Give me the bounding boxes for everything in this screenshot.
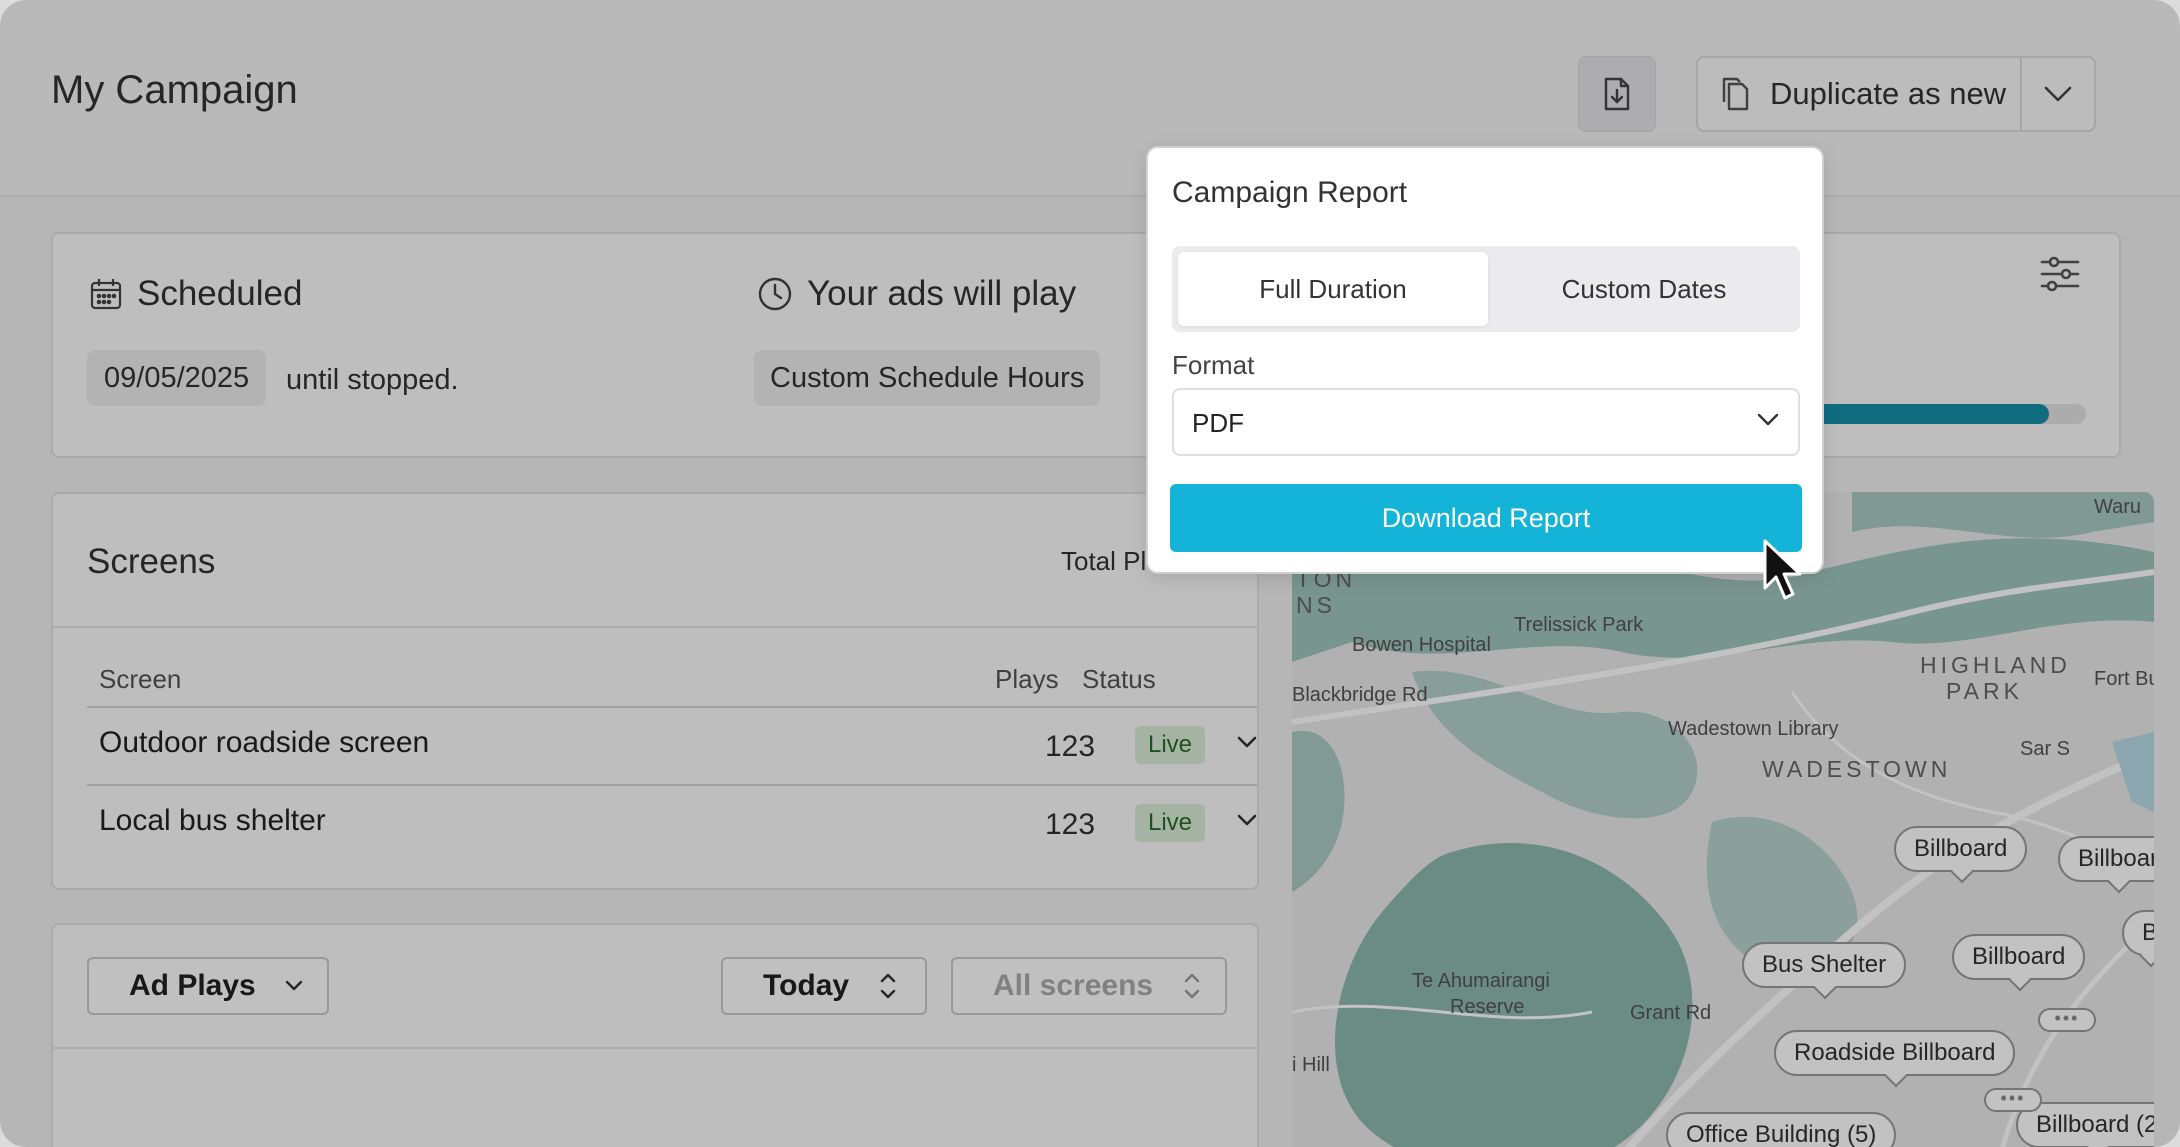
map-label: Blackbridge Rd [1292, 684, 1428, 706]
calendar-icon [90, 279, 122, 310]
status-badge: Live [1135, 804, 1206, 842]
map-pin-billboard[interactable]: Billboard [1894, 826, 2028, 872]
plays-chart-card: Ad Plays Today All screens [51, 923, 1259, 1147]
popover-title: Campaign Report [1172, 176, 1408, 209]
scheduled-heading: Scheduled [89, 274, 302, 314]
map-pin-billboard[interactable]: Billboard [1952, 934, 2086, 980]
map-cluster-more-icon[interactable]: ••• [2038, 1008, 2096, 1032]
divider [53, 1047, 1257, 1049]
screen-name: Outdoor roadside screen [99, 726, 430, 759]
period-select[interactable]: Today [721, 957, 927, 1015]
chevron-down-icon [285, 980, 302, 991]
table-row[interactable]: Local bus shelter 123 Live [87, 784, 1257, 862]
duplicate-label: Duplicate as new [1770, 76, 2007, 111]
chevron-down-icon [1757, 413, 1779, 426]
map-label: Te Ahumairangi [1412, 970, 1550, 992]
ads-play-label: Your ads will play [807, 274, 1077, 313]
screens-filter-value: All screens [993, 969, 1154, 1002]
chevron-updown-icon [880, 973, 896, 999]
schedule-hours-value: Custom Schedule Hours [754, 350, 1101, 406]
start-date: 09/05/2025 [87, 350, 267, 406]
campaign-progress-fill [1800, 404, 2049, 424]
map-label: Grant Rd [1630, 1002, 1712, 1024]
map-label: WADESTOWN [1762, 756, 1952, 782]
format-label: Format [1172, 350, 1255, 380]
campaign-report-popover: Campaign Report Full Duration Custom Dat… [1146, 146, 1824, 574]
until-text: until stopped. [286, 364, 459, 396]
format-select[interactable]: PDF [1172, 388, 1800, 456]
screen-plays: 123 [1045, 808, 1096, 841]
screens-title: Screens [87, 542, 216, 581]
tab-custom-dates[interactable]: Custom Dates [1561, 274, 1727, 304]
copy-icon [1722, 77, 1749, 111]
page-header: My Campaign Duplicate as new [0, 0, 2180, 197]
format-value: PDF [1192, 408, 1244, 438]
chevron-updown-icon [1184, 973, 1200, 999]
table-row[interactable]: Outdoor roadside screen 123 Live [87, 706, 1257, 784]
report-range-toggle: Full Duration Custom Dates [1172, 246, 1800, 332]
map-label: Reserve [1450, 996, 1525, 1018]
map-label: Bowen Hospital [1352, 634, 1491, 656]
page-title: My Campaign [51, 68, 298, 112]
map-pin-office-building[interactable]: Office Building (5) [1666, 1112, 1897, 1147]
duplicate-split-button: Duplicate as new [1696, 56, 2096, 132]
map-label: HIGHLAND [1920, 652, 2071, 678]
map-label: NS [1296, 592, 1336, 618]
screen-name: Local bus shelter [99, 804, 326, 837]
map-pin-roadside-billboard[interactable]: Roadside Billboard [1774, 1030, 2016, 1076]
metric-select[interactable]: Ad Plays [87, 957, 329, 1015]
map-label: Sar S [2020, 738, 2071, 760]
map-label: PARK [1946, 678, 2023, 704]
status-badge: Live [1135, 726, 1206, 764]
mouse-cursor-icon [1763, 539, 1802, 600]
divider [53, 626, 1257, 628]
screens-filter-select[interactable]: All screens [951, 957, 1227, 1015]
metric-value: Ad Plays [129, 969, 256, 1002]
tab-full-duration[interactable]: Full Duration [1178, 252, 1488, 326]
map-label: Waru [2094, 496, 2142, 518]
map-pin-bus-shelter[interactable]: Bus Shelter [1742, 942, 1907, 988]
duplicate-menu-button[interactable] [2022, 58, 2094, 130]
map-label: Trelissick Park [1514, 614, 1644, 636]
filter-settings-icon[interactable] [2040, 254, 2080, 294]
expand-row-icon[interactable] [1235, 812, 1259, 828]
expand-row-icon[interactable] [1235, 734, 1259, 750]
column-header-status: Status [1082, 664, 1156, 694]
column-header-plays: Plays [995, 664, 1059, 694]
screens-card: Screens Total Pl Screen Plays Status Out… [51, 492, 1259, 890]
map-pin-billboard[interactable]: Billboard (2 [2016, 1102, 2154, 1147]
column-header-screen: Screen [99, 664, 182, 694]
map-label: Fort Buc [2094, 668, 2154, 690]
chevron-down-icon [2044, 86, 2072, 102]
map-pin-billboard[interactable]: Billboar [2058, 836, 2154, 882]
scheduled-label: Scheduled [137, 274, 303, 313]
map-label: Wadestown Library [1668, 718, 1839, 740]
duplicate-as-new-button[interactable]: Duplicate as new [1698, 58, 2022, 130]
map-pin-billboard[interactable]: B [2122, 910, 2154, 956]
screen-plays: 123 [1045, 730, 1096, 763]
map-cluster-more-icon[interactable]: ••• [1984, 1088, 2042, 1112]
campaign-progress-bar [1800, 404, 2086, 424]
period-value: Today [763, 969, 850, 1002]
clock-icon [758, 277, 792, 311]
export-report-button[interactable] [1578, 56, 1656, 132]
ads-play-heading: Your ads will play [757, 274, 1076, 314]
download-report-button[interactable]: Download Report [1170, 484, 1802, 552]
map-label: i Hill [1292, 1054, 1330, 1076]
file-download-icon [1604, 77, 1630, 111]
total-plays-label: Total Pl [1061, 546, 1147, 576]
